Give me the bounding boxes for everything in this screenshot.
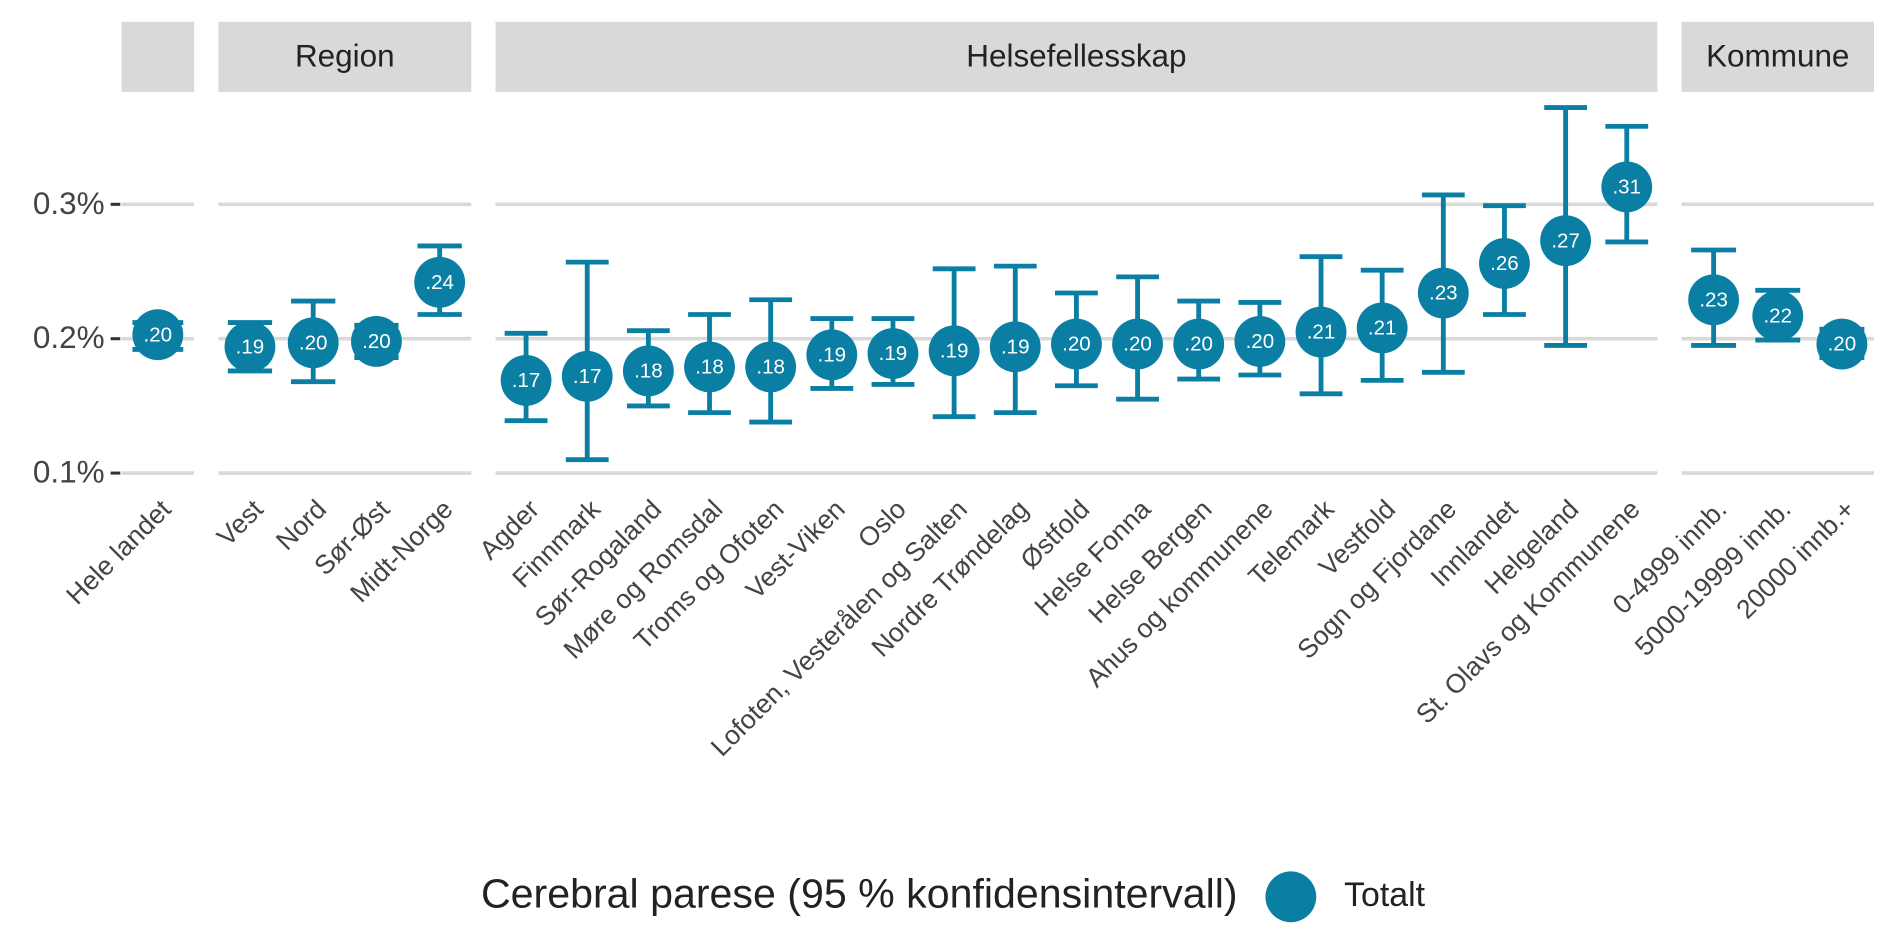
point [622,345,674,397]
point [1234,315,1286,367]
point [1540,215,1592,267]
strip-title: Helsefellesskap [966,38,1186,73]
data-label: .20 [1828,333,1857,356]
strip-title: Region [295,38,395,73]
data-label: .21 [1368,317,1397,340]
x-tick-label: Hele landet [60,493,177,610]
data-label: .24 [425,271,454,294]
point [684,341,735,393]
point [224,321,276,373]
data-label: .17 [512,369,541,392]
point [1356,302,1408,354]
data-label: .18 [695,356,724,379]
point [867,328,919,379]
data-label: .20 [362,330,391,353]
data-label: .18 [634,360,663,383]
data-label: .21 [1307,321,1336,344]
data-label: .19 [940,339,969,362]
legend-swatch [1265,871,1317,923]
y-tick-label: 0.3% [33,186,105,221]
data-label: .23 [1429,282,1458,305]
point [1479,238,1530,289]
strip-title: Kommune [1706,38,1849,73]
data-label: .17 [573,365,602,388]
point [1051,318,1102,370]
data-label: .19 [236,335,265,358]
point [1601,161,1653,213]
point [287,317,339,369]
point [132,309,184,361]
point [1417,267,1469,319]
point [1295,306,1347,358]
point [989,321,1041,373]
data-label: .27 [1551,229,1580,252]
legend-title: Cerebral parese (95 % konfidensintervall… [481,871,1238,917]
legend-label: Totalt [1344,876,1426,914]
point [928,325,980,377]
y-tick-label: 0.1% [33,455,105,490]
strip-background [1681,21,1874,92]
point [414,256,466,308]
data-label: .22 [1763,305,1792,328]
strip-background [218,21,472,92]
data-label: .23 [1699,288,1728,311]
data-label: .19 [1001,335,1030,358]
point [561,350,613,402]
data-label: .20 [1123,333,1152,356]
point [806,329,858,381]
strip-background [121,21,195,92]
point [351,315,402,367]
x-tick-label: Vest [211,493,269,551]
data-label: .20 [1184,333,1213,356]
strip-background [495,21,1658,92]
data-label: .31 [1612,176,1641,199]
point [1688,274,1740,326]
point [1112,318,1163,370]
data-label: .20 [299,331,328,354]
point [745,341,797,393]
data-label: .20 [1246,330,1275,353]
data-label: .20 [144,323,173,346]
data-label: .20 [1062,333,1091,356]
data-label: .18 [756,356,785,379]
data-label: .19 [818,343,847,366]
data-label: .19 [879,342,908,365]
data-label: .26 [1490,252,1519,275]
y-tick-label: 0.2% [33,320,105,355]
point [1816,318,1868,370]
point [1173,318,1225,370]
point [1752,290,1804,342]
point [500,354,552,406]
